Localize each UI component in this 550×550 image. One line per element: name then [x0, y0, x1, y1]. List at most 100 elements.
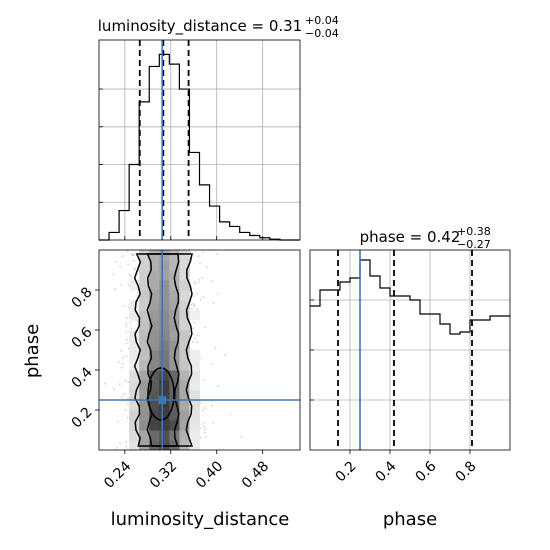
sample-point — [212, 302, 215, 305]
luminosity-distance-title: luminosity_distance = 0.31 — [98, 17, 302, 36]
x-axis-label-phase: phase — [383, 509, 437, 530]
sample-point — [202, 422, 205, 424]
density-cell — [179, 420, 190, 431]
density-cell — [139, 250, 150, 261]
sample-point — [132, 254, 135, 257]
density-cell — [189, 360, 200, 371]
phase-x-tick-label-0: 0.2 — [333, 458, 360, 485]
sample-point — [119, 349, 122, 352]
sample-point — [126, 338, 129, 341]
sample-point — [196, 292, 199, 295]
sample-point — [125, 325, 128, 327]
sample-point — [130, 275, 133, 278]
sample-point — [196, 341, 199, 344]
density-cell — [159, 270, 170, 281]
sample-point — [123, 305, 126, 307]
sample-point — [130, 253, 133, 256]
sample-point — [125, 440, 128, 443]
sample-point — [216, 293, 219, 295]
density-cell — [149, 320, 160, 331]
density-cell — [149, 310, 160, 321]
phase-y-tick-label-3: 0.8 — [69, 284, 96, 311]
density-cell — [169, 280, 180, 291]
density-cell — [129, 420, 140, 431]
density-cell — [159, 430, 170, 441]
density-cell — [159, 360, 170, 371]
density-cell — [159, 400, 170, 411]
density-cell — [129, 340, 140, 351]
sample-point — [191, 341, 194, 343]
sample-point — [120, 284, 123, 286]
density-cell — [139, 430, 150, 441]
density-cell — [129, 280, 140, 291]
sample-point — [125, 331, 128, 334]
density-cell — [129, 390, 140, 401]
density-cell — [169, 250, 180, 261]
density-cell — [139, 300, 150, 311]
density-cell — [149, 270, 160, 281]
x-axis-label-luminosity-distance: luminosity_distance — [111, 509, 290, 530]
sample-point — [201, 277, 204, 279]
luminosity-distance-x-tick-label-0: 0.24 — [101, 458, 134, 491]
density-cell — [129, 310, 140, 321]
density-cell — [179, 380, 190, 391]
density-cell — [129, 400, 140, 411]
sample-point — [229, 413, 232, 416]
sample-point — [212, 421, 214, 424]
sample-point — [129, 321, 132, 324]
panel-frame — [98, 39, 301, 241]
density-cell — [129, 410, 140, 421]
density-cell — [179, 440, 190, 450]
sample-point — [120, 396, 123, 398]
sample-point — [133, 267, 136, 270]
panel-frame — [309, 249, 511, 451]
density-cell — [129, 330, 140, 341]
sample-point — [121, 255, 124, 257]
sample-point — [190, 304, 192, 306]
density-cell — [159, 260, 170, 271]
density-cell — [129, 350, 140, 361]
density-cell — [159, 330, 170, 341]
density-cell — [189, 380, 200, 391]
luminosity-distance-histogram-panel — [98, 39, 301, 241]
density-cell — [169, 380, 180, 391]
density-cell — [129, 430, 140, 441]
density-cell — [169, 400, 180, 411]
sample-point — [128, 273, 131, 276]
sample-point — [136, 292, 139, 294]
joint-density-panel: 0.24 0.32 0.40 0.48 0.2 0.4 0.6 0.8 — [69, 249, 301, 492]
sample-point — [199, 298, 202, 301]
sample-point — [125, 355, 128, 358]
density-cell — [169, 360, 180, 371]
sample-point — [202, 409, 204, 412]
density-cell — [179, 350, 190, 361]
sample-point — [198, 278, 201, 281]
density-cell — [139, 360, 150, 371]
density-cell — [179, 340, 190, 351]
sample-point — [94, 401, 96, 403]
density-cell — [149, 280, 160, 291]
sample-point — [126, 317, 129, 320]
density-cell — [149, 370, 160, 381]
sample-point — [119, 265, 121, 268]
sample-point — [202, 425, 205, 428]
density-cell — [139, 380, 150, 391]
sample-point — [127, 381, 130, 384]
density-cell — [129, 380, 140, 391]
density-cell — [159, 410, 170, 421]
sample-point — [125, 342, 128, 345]
luminosity-distance-x-tick-label-2: 0.40 — [193, 458, 226, 491]
density-cell — [159, 440, 170, 450]
sample-point — [193, 305, 195, 308]
density-cell — [139, 420, 150, 431]
phase-histogram-panel: 0.2 0.4 0.6 0.8 — [309, 249, 511, 485]
sample-point — [125, 322, 128, 325]
sample-point — [190, 307, 193, 310]
density-cell — [139, 340, 150, 351]
sample-point — [200, 357, 203, 360]
density-cell — [139, 270, 150, 281]
density-cell — [129, 370, 140, 381]
density-cell — [139, 280, 150, 291]
phase-histogram-step — [310, 259, 510, 335]
sample-point — [118, 383, 121, 386]
